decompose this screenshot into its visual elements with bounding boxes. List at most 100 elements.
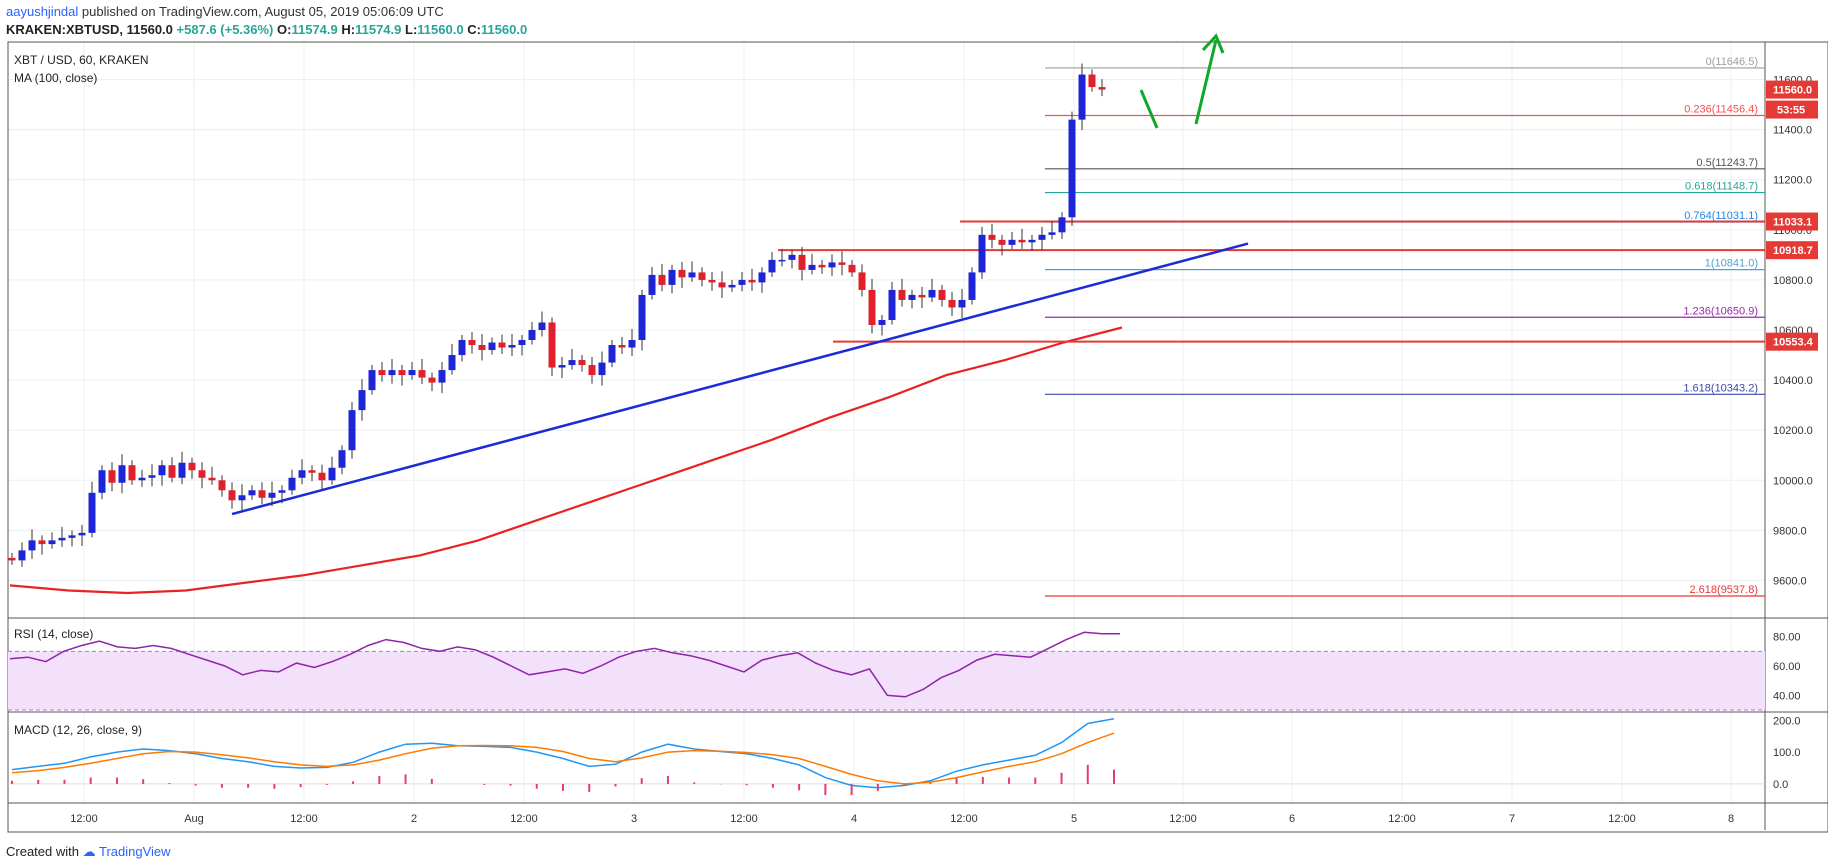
macd-tick-label: 100.0: [1773, 747, 1801, 759]
candle-body: [468, 340, 476, 346]
price-pane[interactable]: XBT / USD, 60, KRAKEN MA (100, close) 0(11…: [8, 33, 1766, 597]
candle-body: [358, 390, 366, 411]
candle-body: [1058, 217, 1066, 233]
x-tick-label: 4: [851, 813, 857, 825]
fib-level-label: 0.5(11243.7): [1696, 157, 1758, 169]
candle-body: [198, 470, 206, 478]
level-price-tag: [1766, 332, 1818, 351]
candle-body: [588, 365, 596, 376]
level-price-label: 11033.1: [1773, 217, 1812, 229]
candle-body: [988, 234, 996, 240]
candle-body: [1078, 74, 1086, 120]
candle-body: [478, 345, 486, 351]
candle-body: [848, 264, 856, 273]
candle-body: [78, 532, 86, 536]
x-tick-label: 3: [631, 813, 637, 825]
candle-body: [88, 492, 96, 533]
open-value: 11574.9: [291, 22, 338, 37]
chart-frame: [7, 41, 1828, 833]
close-value: 11560.0: [480, 22, 528, 37]
rsi-pane[interactable]: RSI (14, close): [8, 627, 1765, 711]
candle-body: [1088, 74, 1096, 88]
candle-body: [1018, 239, 1026, 243]
candle-body: [28, 540, 36, 551]
candle-body: [708, 279, 716, 283]
candle-body: [788, 254, 796, 260]
fib-level-label: 0.764(11031.1): [1684, 210, 1758, 222]
price-change: +587.6 (+5.36%): [176, 22, 274, 37]
y-tick-label: 11200.0: [1773, 175, 1812, 187]
fib-level-label: 1.618(10343.2): [1683, 382, 1758, 394]
y-tick-label: 10200.0: [1773, 425, 1813, 437]
macd-pane[interactable]: MACD (12, 26, close, 9): [8, 718, 1765, 796]
candle-body: [428, 377, 436, 383]
macd-title: MACD (12, 26, close, 9): [14, 723, 142, 737]
x-tick-label: 12:00: [950, 813, 978, 825]
ma100-line: [9, 326, 1123, 595]
candle-body: [578, 360, 586, 366]
level-price-label: 10553.4: [1773, 337, 1814, 349]
candle-body: [888, 289, 896, 320]
rsi-title: RSI (14, close): [14, 627, 93, 641]
candle-body: [438, 370, 446, 383]
close-label: C:: [467, 22, 481, 37]
candle-body: [728, 284, 736, 288]
x-tick-label: 12:00: [1169, 813, 1197, 825]
high-value: 11574.9: [355, 22, 402, 37]
y-tick-label: 11400.0: [1773, 125, 1812, 137]
current-price-tag: [1766, 80, 1818, 99]
y-tick-label: 9800.0: [1773, 525, 1807, 537]
candle-body: [228, 490, 236, 501]
candle-body: [508, 345, 516, 348]
open-label: O:: [277, 22, 292, 37]
fib-level-label: 0(11646.5): [1706, 56, 1758, 68]
tradingview-logo-link[interactable]: ☁ TradingView: [82, 844, 171, 859]
candle-body: [18, 550, 26, 561]
ohlc-header: KRAKEN:XBTUSD, 11560.0 +587.6 (+5.36%) O…: [6, 22, 527, 37]
candle-body: [1008, 239, 1016, 245]
candle-body: [938, 289, 946, 300]
level-price-tag: [1766, 212, 1818, 231]
x-tick-label: 12:00: [70, 813, 98, 825]
pane-frames: [7, 41, 1828, 833]
author-link[interactable]: aayushjindal: [6, 4, 79, 19]
candle-body: [188, 462, 196, 471]
candle-body: [528, 330, 536, 341]
fib-level-label: 1(10841.0): [1705, 258, 1758, 270]
candle-body: [458, 340, 466, 356]
candle-body: [958, 299, 966, 308]
candle-body: [538, 322, 546, 330]
symbol: KRAKEN:XBTUSD,: [6, 22, 123, 37]
x-tick-label: 12:00: [1608, 813, 1636, 825]
candle-body: [828, 262, 836, 268]
candle-body: [108, 470, 116, 483]
candle-body: [618, 345, 626, 348]
candle-body: [648, 274, 656, 295]
candle-body: [798, 254, 806, 270]
tradingview-brand: TradingView: [99, 844, 171, 859]
candle-body: [1098, 87, 1106, 90]
level-price-label: 10918.7: [1773, 245, 1813, 257]
candle-body: [748, 279, 756, 283]
footer: Created with ☁ TradingView: [6, 844, 171, 860]
candle-body: [378, 370, 386, 376]
candle-body: [328, 467, 336, 481]
candle-body: [768, 259, 776, 273]
candle-body: [758, 272, 766, 283]
candle-body: [858, 272, 866, 290]
candle-body: [138, 477, 146, 481]
x-tick-label: 8: [1728, 813, 1734, 825]
high-label: H:: [341, 22, 356, 37]
countdown-tag: [1766, 100, 1818, 119]
rsi-band: [8, 651, 1765, 710]
candle-body: [448, 355, 456, 371]
candle-body: [238, 495, 246, 501]
candle-body: [738, 279, 746, 285]
projection-arrow-down: [1139, 89, 1159, 129]
axes: 12:00 Aug 12:00 2 12:00 3 12:00 4 12:00 5 12:00 6 12…: [70, 75, 1818, 825]
x-tick-label: 6: [1289, 813, 1295, 825]
candle-body: [278, 490, 286, 493]
candle-body: [128, 465, 136, 481]
y-tick-label: 10000.0: [1773, 475, 1813, 487]
